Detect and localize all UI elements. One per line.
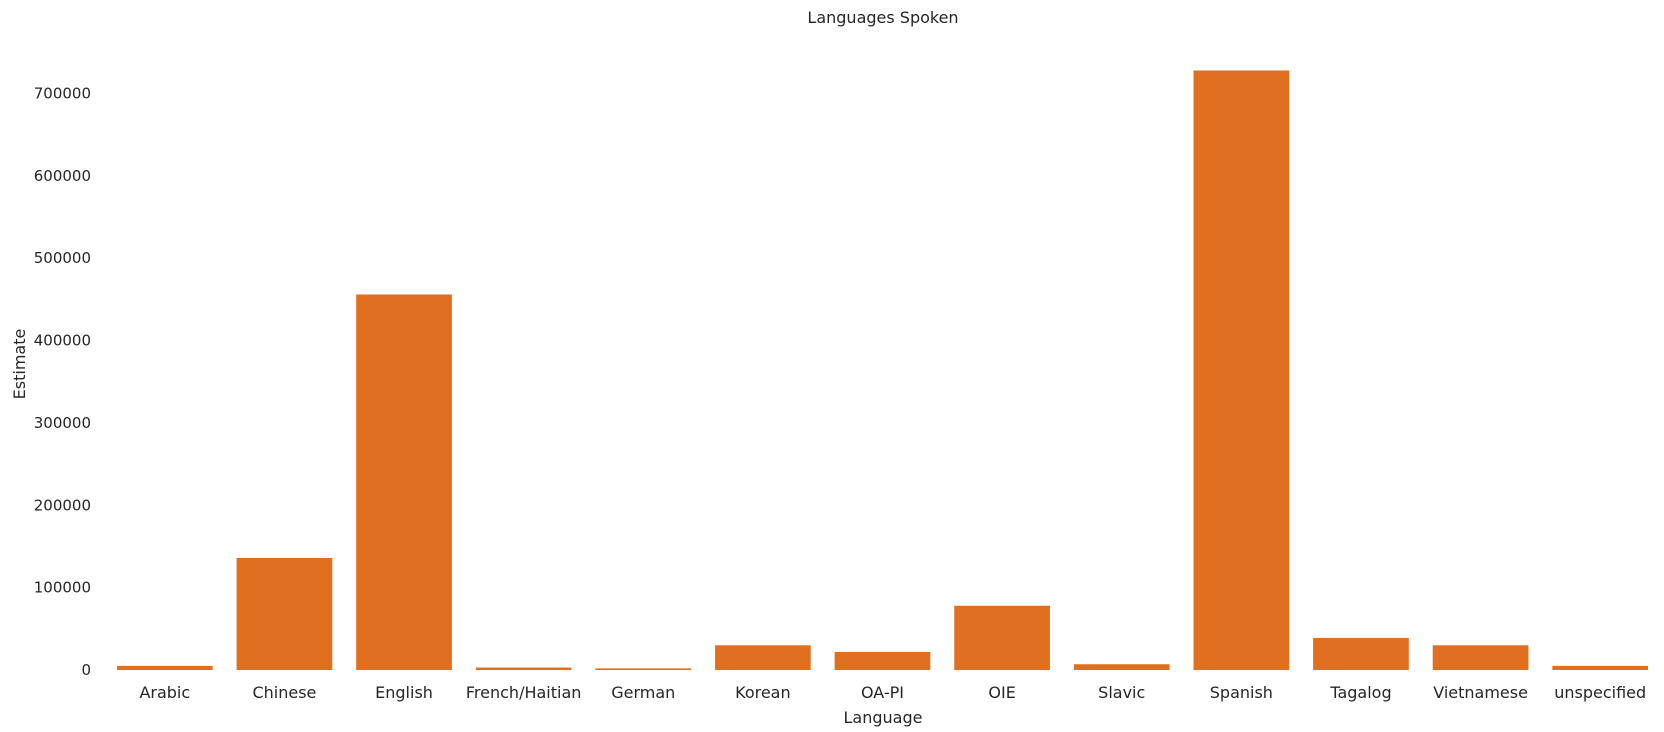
y-axis-ticks: 0 100000 200000 300000 400000 500000 600000 700…	[34, 85, 91, 679]
y-axis-label: Estimate	[10, 329, 29, 400]
y-tick-label: 0	[81, 661, 91, 679]
x-axis-ticks: Arabic Chinese English French/Haitian German…	[139, 683, 1646, 702]
x-tick-label: Vietnamese	[1433, 683, 1528, 702]
x-tick-label: Spanish	[1210, 683, 1273, 702]
y-tick-label: 200000	[34, 496, 91, 514]
y-tick-label: 700000	[34, 85, 91, 103]
x-tick-label: Arabic	[139, 683, 190, 702]
bar-spanish	[1193, 70, 1290, 671]
bar-chinese	[236, 558, 333, 670]
x-tick-label: OIE	[988, 683, 1015, 702]
y-tick-label: 100000	[34, 579, 91, 597]
x-tick-label: French/Haitian	[466, 683, 582, 702]
bar-oa-pi	[834, 651, 931, 670]
bar-german	[595, 668, 692, 670]
chart-title: Languages Spoken	[807, 8, 958, 27]
bars-group	[116, 70, 1649, 671]
x-tick-label: English	[375, 683, 433, 702]
x-tick-label: Tagalog	[1329, 683, 1391, 702]
bar-arabic	[116, 665, 213, 670]
bar-oie	[954, 605, 1050, 670]
bar-unspecified	[1552, 665, 1649, 670]
x-axis-label: Language	[844, 708, 923, 727]
y-tick-label: 600000	[34, 167, 91, 185]
x-tick-label: Chinese	[252, 683, 316, 702]
x-tick-label: OA-PI	[861, 683, 904, 702]
bar-french-haitian	[475, 667, 572, 670]
bar-vietnamese	[1432, 645, 1529, 670]
bar-korean	[715, 645, 811, 670]
bar-english	[356, 294, 452, 670]
y-tick-label: 400000	[34, 332, 91, 350]
bar-tagalog	[1313, 637, 1409, 670]
x-tick-label: Slavic	[1098, 683, 1145, 702]
bar-slavic	[1073, 664, 1170, 670]
y-tick-label: 500000	[34, 249, 91, 267]
y-tick-label: 300000	[34, 414, 91, 432]
x-tick-label: German	[611, 683, 675, 702]
x-tick-label: unspecified	[1554, 683, 1646, 702]
x-tick-label: Korean	[735, 683, 791, 702]
